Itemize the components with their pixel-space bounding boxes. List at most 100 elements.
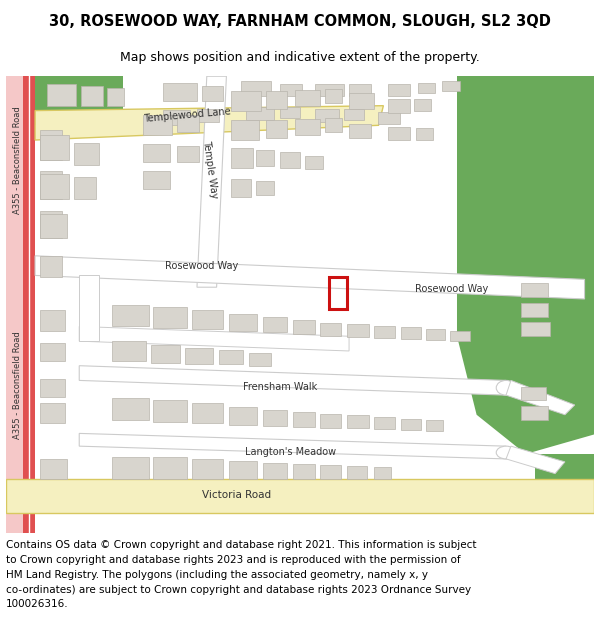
Polygon shape (112, 341, 146, 361)
Polygon shape (112, 305, 149, 326)
Polygon shape (401, 419, 421, 431)
Polygon shape (521, 303, 548, 317)
Text: Rosewood Way: Rosewood Way (415, 284, 489, 294)
Text: Map shows position and indicative extent of the property.: Map shows position and indicative extent… (120, 51, 480, 64)
Polygon shape (295, 119, 320, 135)
Polygon shape (229, 407, 257, 424)
Polygon shape (40, 174, 70, 199)
Polygon shape (315, 109, 339, 122)
Text: Langton's Meadow: Langton's Meadow (245, 447, 336, 457)
Text: Rosewood Way: Rosewood Way (165, 261, 239, 271)
Polygon shape (23, 76, 35, 532)
Polygon shape (218, 350, 243, 364)
Polygon shape (347, 466, 367, 479)
Text: Temple Way: Temple Way (201, 140, 219, 199)
Polygon shape (35, 256, 584, 299)
Polygon shape (40, 310, 65, 331)
Polygon shape (112, 457, 149, 479)
Polygon shape (293, 319, 315, 334)
Polygon shape (266, 91, 287, 109)
Polygon shape (107, 88, 124, 106)
Polygon shape (163, 109, 190, 125)
Polygon shape (40, 403, 65, 422)
Text: 30, ROSEWOOD WAY, FARNHAM COMMON, SLOUGH, SL2 3QD: 30, ROSEWOOD WAY, FARNHAM COMMON, SLOUGH… (49, 14, 551, 29)
Polygon shape (143, 144, 170, 162)
Polygon shape (256, 181, 274, 195)
Polygon shape (388, 99, 410, 112)
Polygon shape (280, 107, 300, 119)
Polygon shape (40, 459, 67, 479)
Polygon shape (295, 90, 320, 106)
Polygon shape (40, 379, 65, 397)
Polygon shape (163, 83, 197, 101)
Polygon shape (40, 214, 67, 238)
Polygon shape (232, 179, 251, 197)
Polygon shape (229, 461, 257, 479)
Polygon shape (185, 348, 212, 364)
Polygon shape (374, 326, 395, 338)
Text: Templewood Lane: Templewood Lane (143, 107, 231, 124)
Polygon shape (40, 171, 62, 199)
Polygon shape (143, 171, 170, 189)
Text: to Crown copyright and database rights 2023 and is reproduced with the permissio: to Crown copyright and database rights 2… (6, 555, 461, 565)
Polygon shape (47, 84, 76, 106)
Polygon shape (178, 146, 199, 162)
Polygon shape (325, 89, 342, 102)
Polygon shape (202, 86, 223, 101)
Text: Frensham Walk: Frensham Walk (243, 382, 317, 392)
Polygon shape (40, 211, 62, 238)
Ellipse shape (496, 446, 516, 459)
Polygon shape (388, 84, 410, 96)
Text: Victoria Road: Victoria Road (202, 490, 271, 500)
Polygon shape (192, 459, 223, 479)
Polygon shape (315, 84, 344, 96)
Polygon shape (521, 321, 550, 336)
Text: A355 - Beaconsfield Road: A355 - Beaconsfield Road (13, 106, 22, 214)
Polygon shape (81, 86, 103, 106)
Polygon shape (112, 398, 149, 419)
Polygon shape (151, 345, 180, 362)
Polygon shape (153, 457, 187, 479)
Polygon shape (232, 121, 259, 140)
Polygon shape (79, 433, 506, 459)
Polygon shape (280, 84, 302, 96)
Polygon shape (347, 415, 368, 429)
Polygon shape (35, 76, 124, 125)
Polygon shape (153, 400, 187, 422)
Polygon shape (263, 410, 287, 426)
Polygon shape (416, 128, 433, 140)
Polygon shape (178, 114, 199, 132)
Polygon shape (192, 403, 223, 422)
Polygon shape (79, 326, 349, 351)
Polygon shape (344, 109, 364, 121)
Polygon shape (521, 283, 548, 297)
Polygon shape (246, 107, 274, 121)
Polygon shape (293, 464, 315, 479)
Polygon shape (425, 329, 445, 340)
Polygon shape (249, 353, 271, 366)
Polygon shape (414, 99, 431, 111)
Polygon shape (74, 143, 99, 164)
Polygon shape (153, 307, 187, 328)
Polygon shape (40, 130, 62, 159)
Polygon shape (535, 454, 595, 513)
Polygon shape (506, 381, 575, 415)
Polygon shape (349, 124, 371, 138)
Polygon shape (320, 465, 341, 479)
Polygon shape (388, 127, 410, 140)
Polygon shape (401, 328, 421, 339)
Polygon shape (349, 84, 371, 96)
Polygon shape (450, 331, 470, 341)
Polygon shape (521, 388, 546, 400)
Polygon shape (197, 76, 226, 288)
Polygon shape (40, 135, 70, 159)
Polygon shape (293, 412, 315, 426)
Text: co-ordinates) are subject to Crown copyright and database rights 2023 Ordnance S: co-ordinates) are subject to Crown copyr… (6, 584, 471, 594)
Polygon shape (241, 81, 271, 96)
Polygon shape (320, 414, 341, 428)
Polygon shape (379, 112, 400, 124)
Polygon shape (347, 324, 368, 338)
Polygon shape (40, 343, 65, 361)
Polygon shape (263, 463, 287, 479)
Polygon shape (521, 406, 548, 419)
